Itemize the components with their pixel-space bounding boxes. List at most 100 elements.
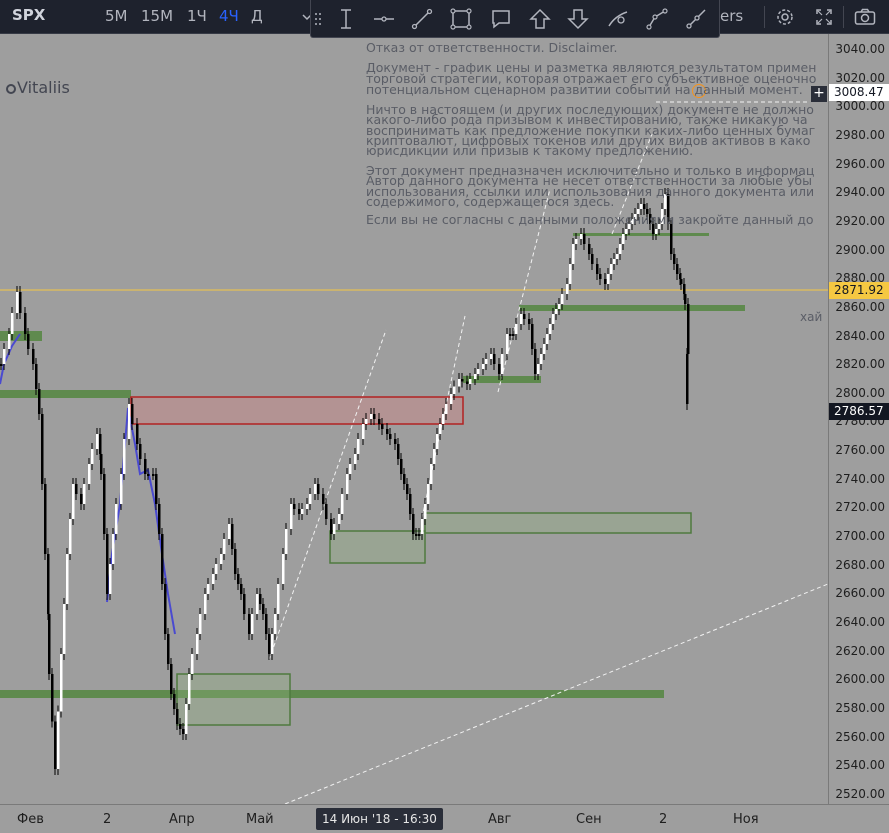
candle-body [220, 554, 223, 564]
time-tick: Апр [169, 812, 195, 827]
price-tick: 2540.00 [835, 758, 885, 773]
comment-icon[interactable] [486, 4, 516, 34]
candle-body [322, 494, 325, 504]
timeframe-1h[interactable]: 1Ч [187, 7, 207, 25]
candle-body [274, 614, 277, 634]
price-axis[interactable]: 3040.00 3020.00 3000.00 2980.00 2960.00 2940.… [828, 34, 889, 804]
candle-body [120, 474, 123, 504]
price-tick: 2860.00 [835, 299, 885, 314]
indicators-button-partial[interactable]: ers [720, 7, 744, 25]
candle-body [683, 284, 686, 294]
candle-body [115, 504, 118, 534]
candle-body [512, 334, 515, 336]
disclaimer-line: использования, ссылки или использования … [366, 186, 815, 198]
ray-icon[interactable] [681, 4, 711, 34]
chevron-down-icon[interactable] [294, 4, 320, 30]
camera-icon[interactable] [852, 4, 878, 30]
disclaimer-line: воспринимать как предложение покупки как… [366, 125, 816, 137]
price-tick: 2520.00 [835, 786, 885, 801]
candle-body [596, 264, 599, 274]
candle-body [179, 724, 182, 729]
gear-icon[interactable] [772, 4, 798, 30]
candle-body [625, 229, 628, 234]
arrow-down-icon[interactable] [563, 4, 593, 34]
add-alert-icon[interactable]: + [811, 86, 827, 102]
drawing-toolbar [310, 0, 720, 38]
price-tick: 2560.00 [835, 729, 885, 744]
candle-body [490, 354, 493, 359]
price-tick: 2940.00 [835, 185, 885, 200]
candle-body [450, 394, 453, 404]
candle-body [11, 313, 14, 334]
candle-body [48, 614, 51, 674]
drag-handle-icon[interactable] [311, 4, 325, 34]
candle-body [397, 444, 400, 459]
disclaimer-title: Отказ от ответственности. Disclaimer. [366, 42, 618, 54]
time-axis[interactable]: Фев 2 Апр Май 14 Июн '18 - 16:30 Авг Сен… [0, 804, 889, 833]
rectangle-icon[interactable] [446, 4, 476, 34]
candle-body [44, 484, 47, 554]
candle-body [0, 364, 3, 366]
candle-body [546, 334, 549, 344]
candle-body [523, 314, 526, 319]
horizontal-line-icon[interactable] [369, 4, 399, 34]
disclaimer-line: юрисдикции или призыв к такому предложен… [366, 145, 694, 157]
chart-pane[interactable]: Vitaliis Отказ от ответственности. Discl… [0, 34, 828, 804]
candle-body [552, 314, 555, 324]
price-tick: 2900.00 [835, 242, 885, 257]
candle-body [298, 509, 301, 514]
candle-body [607, 274, 610, 284]
support-zone [519, 305, 745, 311]
price-tick: 2640.00 [835, 615, 885, 629]
price-tick: 2580.00 [835, 700, 885, 715]
candle-body [634, 214, 637, 219]
candle-body [549, 324, 552, 334]
candle-body [482, 364, 485, 369]
price-tick: 2700.00 [835, 529, 885, 544]
candle-body [231, 524, 234, 549]
price-chart[interactable] [0, 34, 828, 804]
arrow-up-icon[interactable] [525, 4, 555, 34]
price-tick: 2660.00 [835, 586, 885, 601]
candle-body [365, 419, 368, 424]
candle-body [566, 284, 569, 294]
candle-body [354, 454, 357, 464]
candle-body [649, 214, 652, 224]
candle-body [442, 414, 445, 424]
symbol-label[interactable]: SPX [12, 6, 46, 24]
candle-body [676, 264, 679, 274]
path-icon[interactable] [642, 4, 672, 34]
price-tick: 2620.00 [835, 643, 885, 658]
trend-line-icon[interactable] [407, 4, 437, 34]
candle-body [424, 504, 427, 519]
timeframe-5m[interactable]: 5М [105, 7, 128, 25]
candle-body [24, 313, 27, 334]
timeframe-day[interactable]: Д [251, 7, 263, 25]
candle-body [427, 484, 430, 504]
fullscreen-icon[interactable] [811, 4, 837, 30]
alert-icon[interactable] [692, 84, 706, 98]
candle-body [170, 664, 173, 694]
timeframe-4h[interactable]: 4Ч [219, 7, 239, 25]
candle-body [112, 534, 115, 564]
price-tick: 2820.00 [835, 357, 885, 372]
candle-body [41, 414, 44, 484]
candle-body [196, 634, 199, 654]
wave-line [0, 333, 21, 385]
candle-body [415, 534, 418, 536]
price-tick: 2840.00 [835, 328, 885, 343]
candle-body [204, 594, 207, 614]
divider [843, 6, 844, 28]
candle-body [16, 292, 19, 313]
text-cursor-icon[interactable] [331, 4, 361, 34]
candle-body [131, 404, 134, 424]
candle-body [687, 304, 690, 354]
candle-body [652, 224, 655, 234]
candle-body [362, 424, 365, 439]
time-tick: Май [246, 812, 274, 827]
brush-icon[interactable] [603, 4, 633, 34]
candle-body [409, 494, 412, 514]
timeframe-15m[interactable]: 15М [141, 7, 174, 25]
support-zone [0, 390, 131, 398]
candle-body [684, 294, 687, 304]
